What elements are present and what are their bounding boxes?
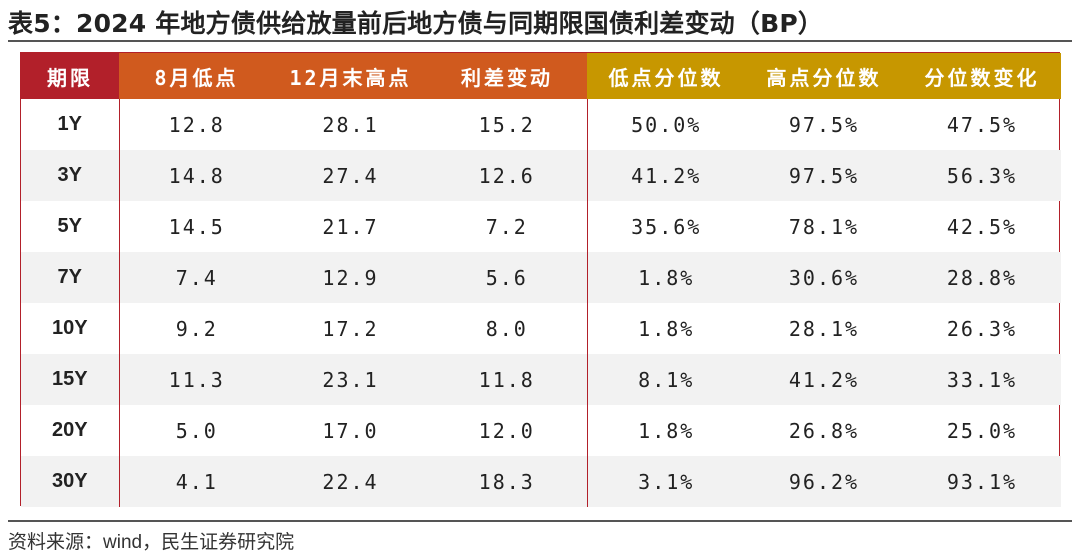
- table-row: 7Y 7.4 12.9 5.6 1.8% 30.6% 28.8%: [21, 252, 1061, 303]
- header-dec-high: 12月末高点: [274, 53, 427, 99]
- cell-high-percentile: 28.1%: [788, 316, 860, 341]
- cell-percentile-change: 26.3%: [946, 316, 1018, 341]
- table-row: 3Y 14.8 27.4 12.6 41.2% 97.5% 56.3%: [21, 150, 1061, 201]
- table-row: 20Y 5.0 17.0 12.0 1.8% 26.8% 25.0%: [21, 405, 1061, 456]
- cell-low-percentile: 1.8%: [586, 405, 745, 456]
- cell-high-percentile: 78.1%: [788, 214, 860, 239]
- cell-dec-high: 17.0: [322, 418, 379, 443]
- cell-percentile-change: 28.8%: [903, 252, 1061, 303]
- cell-percentile-change: 25.0%: [946, 418, 1018, 443]
- cell-aug-low: 5.0: [118, 405, 274, 456]
- cell-low-percentile: 3.1%: [586, 456, 745, 507]
- cell-term: 3Y: [21, 150, 119, 201]
- table-header-row: 期限 8月低点 12月末高点 利差变动 低点分位数 高点分位数 分位数变化: [21, 53, 1061, 99]
- cell-dec-high: 17.2: [322, 316, 379, 341]
- cell-spread-change: 5.6: [427, 252, 587, 303]
- cell-spread-change: 18.3: [427, 456, 587, 507]
- cell-percentile-change: 47.5%: [946, 112, 1018, 137]
- cell-percentile-change: 93.1%: [903, 456, 1061, 507]
- cell-low-percentile: 8.1%: [586, 354, 745, 405]
- cell-percentile-change: 42.5%: [946, 214, 1018, 239]
- cell-dec-high: 22.4: [274, 456, 427, 507]
- cell-aug-low: 4.1: [118, 456, 274, 507]
- cell-spread-change: 15.2: [478, 112, 535, 137]
- cell-high-percentile: 97.5%: [745, 150, 903, 201]
- source-divider: [8, 520, 1072, 522]
- cell-dec-high: 12.9: [274, 252, 427, 303]
- cell-low-percentile: 41.2%: [586, 150, 745, 201]
- cell-spread-change: 12.6: [427, 150, 587, 201]
- cell-dec-high: 23.1: [274, 354, 427, 405]
- cell-aug-low: 12.8: [118, 99, 274, 150]
- cell-term: 30Y: [21, 456, 119, 507]
- cell-dec-high: 27.4: [274, 150, 427, 201]
- cell-spread-change: 12.0: [478, 418, 535, 443]
- cell-spread-change: 7.2: [485, 214, 528, 239]
- cell-term: 20Y: [51, 419, 88, 441]
- cell-term: 5Y: [57, 215, 82, 237]
- cell-term: 15Y: [21, 354, 119, 405]
- cell-aug-low: 14.5: [118, 201, 274, 252]
- cell-percentile-change: 56.3%: [903, 150, 1061, 201]
- table-row: 5Y 14.5 21.7 7.2 35.6% 78.1% 42.5%: [21, 201, 1061, 252]
- header-percentile-change: 分位数变化: [903, 53, 1061, 99]
- table-row: 10Y 9.2 17.2 8.0 1.8% 28.1% 26.3%: [21, 303, 1061, 354]
- table-row: 15Y 11.3 23.1 11.8 8.1% 41.2% 33.1%: [21, 354, 1061, 405]
- source-note: 资料来源：wind，民生证券研究院: [8, 532, 295, 553]
- cell-aug-low: 11.3: [118, 354, 274, 405]
- cell-high-percentile: 97.5%: [788, 112, 860, 137]
- header-aug-low: 8月低点: [119, 53, 274, 99]
- cell-high-percentile: 41.2%: [745, 354, 903, 405]
- cell-term: 10Y: [51, 317, 88, 339]
- cell-aug-low: 7.4: [118, 252, 274, 303]
- header-term: 期限: [21, 53, 119, 99]
- header-spread-change: 利差变动: [427, 53, 587, 99]
- spread-table-container: 期限 8月低点 12月末高点 利差变动 低点分位数 高点分位数 分位数变化 1Y…: [20, 52, 1062, 507]
- cell-high-percentile: 26.8%: [788, 418, 860, 443]
- table-row: 30Y 4.1 22.4 18.3 3.1% 96.2% 93.1%: [21, 456, 1061, 507]
- cell-low-percentile: 1.8%: [586, 303, 745, 354]
- cell-high-percentile: 30.6%: [745, 252, 903, 303]
- cell-dec-high: 28.1: [322, 112, 379, 137]
- cell-spread-change: 11.8: [427, 354, 587, 405]
- title-divider: [8, 40, 1072, 42]
- cell-low-percentile: 35.6%: [586, 201, 745, 252]
- cell-aug-low: 9.2: [118, 303, 274, 354]
- header-high-percentile: 高点分位数: [745, 53, 903, 99]
- table-title: 表5：2024 年地方债供给放量前后地方债与同期限国债利差变动（BP）: [8, 9, 824, 38]
- cell-dec-high: 21.7: [322, 214, 379, 239]
- cell-spread-change: 8.0: [485, 316, 528, 341]
- header-low-percentile: 低点分位数: [587, 53, 745, 99]
- cell-percentile-change: 33.1%: [903, 354, 1061, 405]
- cell-term: 1Y: [57, 113, 82, 135]
- cell-low-percentile: 50.0%: [586, 99, 745, 150]
- cell-high-percentile: 96.2%: [745, 456, 903, 507]
- cell-aug-low: 14.8: [118, 150, 274, 201]
- cell-low-percentile: 1.8%: [586, 252, 745, 303]
- spread-table: 期限 8月低点 12月末高点 利差变动 低点分位数 高点分位数 分位数变化 1Y…: [21, 53, 1062, 507]
- table-row: 1Y 12.8 28.1 15.2 50.0% 97.5% 47.5%: [21, 99, 1061, 150]
- cell-term: 7Y: [21, 252, 119, 303]
